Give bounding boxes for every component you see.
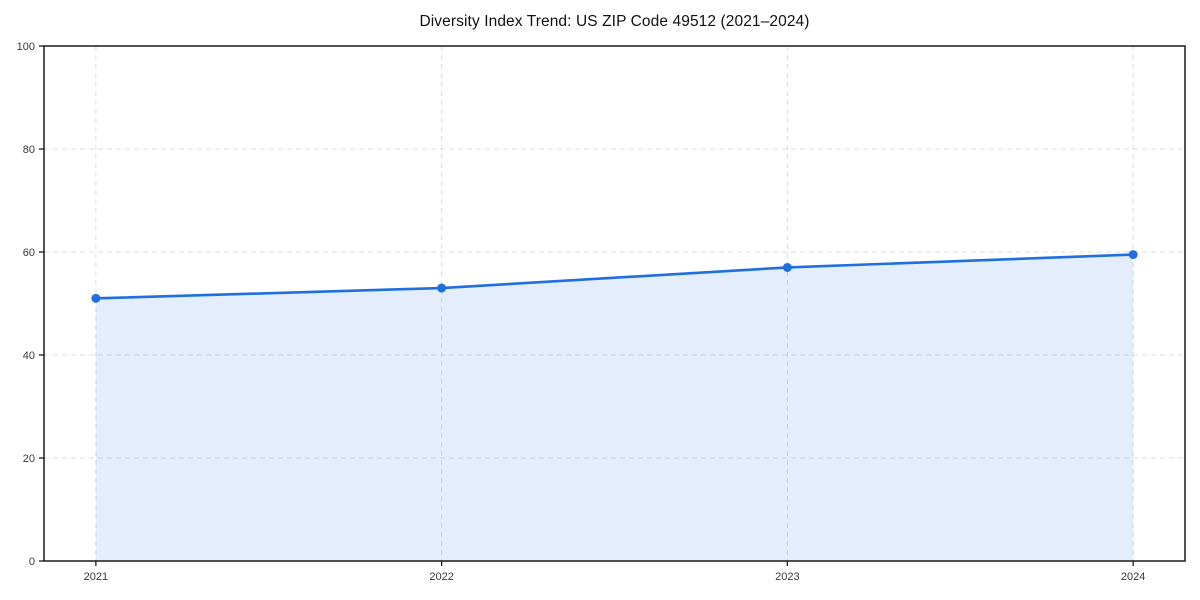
chart-title: Diversity Index Trend: US ZIP Code 49512… [419, 13, 810, 30]
data-point-2021 [91, 293, 101, 303]
y-tick-label: 0 [29, 556, 35, 568]
x-tick-label: 2023 [775, 571, 799, 583]
y-tick-label: 60 [23, 247, 35, 259]
y-tick-label: 100 [17, 41, 35, 53]
x-tick-label: 2024 [1121, 571, 1145, 583]
data-point-2022 [437, 283, 447, 293]
y-tick-label: 80 [23, 144, 35, 156]
x-tick-label: 2021 [84, 571, 108, 583]
data-point-2024 [1128, 250, 1138, 260]
area-fill [95, 254, 1134, 561]
trend-line [94, 253, 1135, 300]
y-tick-label: 20 [23, 453, 35, 465]
axes-box [43, 45, 1186, 562]
x-tick-label: 2022 [429, 571, 453, 583]
y-tick-label: 40 [23, 350, 35, 362]
data-point-2023 [782, 262, 792, 272]
